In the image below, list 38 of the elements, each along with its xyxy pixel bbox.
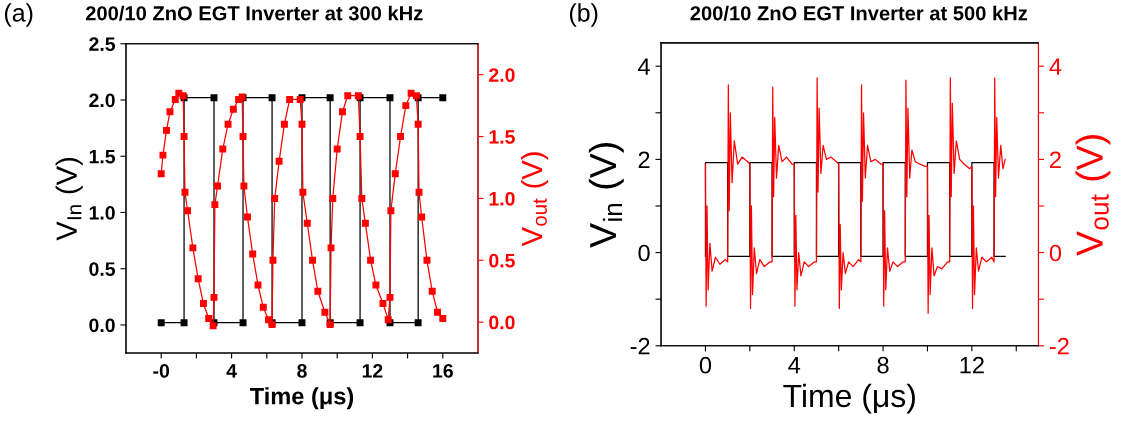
y2-tick-label: 1.5 — [489, 130, 515, 144]
y-tick-label: -2 — [630, 337, 650, 355]
y2-tick-label: 2 — [1050, 151, 1061, 168]
y-tick-label: 2.5 — [89, 37, 116, 51]
y2-tick-label: 2.0 — [489, 68, 515, 82]
y2-tick-label: 4 — [1049, 58, 1062, 75]
x-tick-label: 12 — [960, 356, 984, 374]
y-axis-title: V$_{In}$ (V) — [55, 158, 83, 241]
y2-tick-label: -2 — [1049, 337, 1069, 355]
x-tick-label: 0 — [699, 356, 712, 374]
y-tick-label: 0.5 — [89, 262, 116, 276]
y-tick-label: 0 — [638, 244, 650, 262]
x-tick-label: 8 — [297, 364, 307, 378]
x-axis-title: Time (μs) — [783, 383, 915, 414]
chart-title: 200/10 ZnO EGT Inverter at 300 kHz — [85, 5, 423, 21]
y-tick-label: 1.0 — [89, 205, 115, 220]
y2-tick-label: 0.0 — [489, 315, 515, 330]
chart-title: 200/10 ZnO EGT Inverter at 500 kHz — [690, 5, 1028, 21]
x-axis-title: Time (μs) — [249, 387, 354, 410]
x-tick-label: -0 — [153, 364, 170, 378]
y-tick-label: 2.0 — [89, 93, 115, 108]
x-tick-label: 4 — [788, 357, 801, 374]
y2-tick-label: 1.0 — [489, 191, 515, 206]
x-tick-label: 8 — [877, 356, 889, 374]
y2-axis-title: V$_{out}$ (V) — [520, 152, 549, 247]
x-tick-label: 16 — [433, 364, 453, 378]
y2-tick-label: 0.5 — [489, 253, 515, 268]
y2-tick-label: 0 — [1049, 244, 1062, 262]
y-axis-title: V$_{in}$ (V) — [588, 143, 624, 248]
y-tick-label: 2 — [638, 151, 650, 168]
y-tick-label: 1.5 — [89, 149, 116, 164]
y-tick-label: 0.0 — [89, 318, 115, 333]
x-tick-label: 12 — [362, 364, 383, 378]
y2-axis-title: V$_{out}$ (V) — [1075, 135, 1111, 256]
text: (a) — [4, 3, 33, 27]
text: (b) — [569, 3, 598, 27]
x-tick-label: 4 — [226, 364, 237, 378]
y-tick-label: 4 — [638, 58, 650, 75]
